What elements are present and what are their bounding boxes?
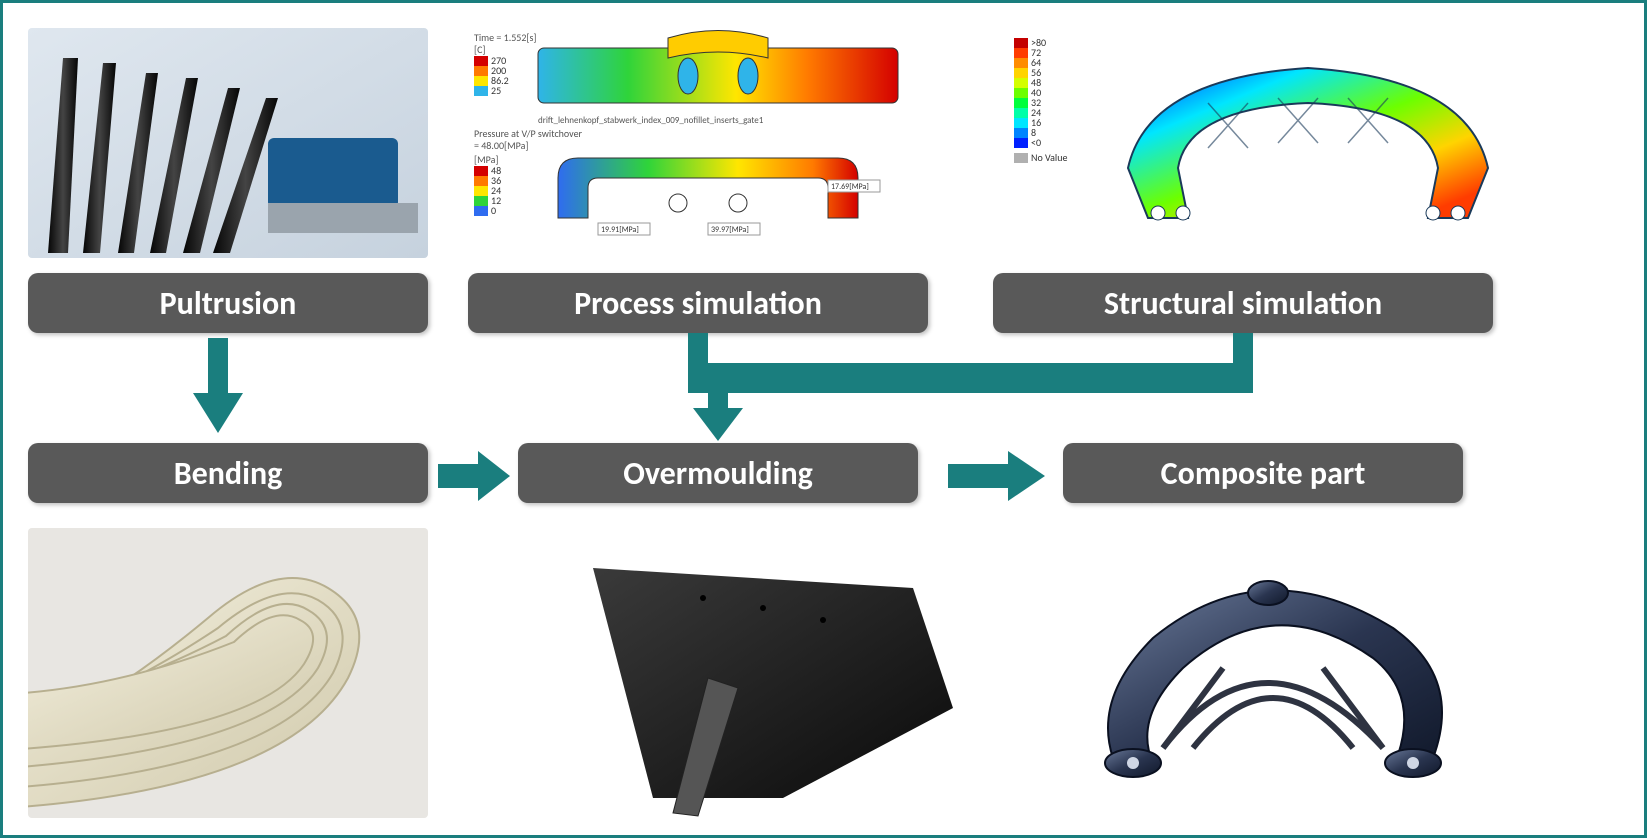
composite-label: Composite part (1063, 443, 1463, 503)
time-caption: Time = 1.552[s] (474, 32, 536, 43)
overmoulding-label: Overmoulding (518, 443, 918, 503)
composite-text: Composite part (1161, 454, 1366, 493)
pultrusion-image (28, 28, 428, 258)
pressure-sub: drift_lehnenkopf_stabwerk_index_009_nofi… (538, 116, 763, 126)
callout-2: 39.97[MPa] (711, 225, 749, 235)
pressure-caption: Pressure at V/P switchover (474, 128, 582, 139)
temp-legend: 27020086.225 (474, 56, 509, 96)
arrow-pultrusion-bending (193, 338, 243, 438)
bending-text: Bending (174, 454, 283, 493)
struct-sim-text: Structural simulation (1104, 284, 1382, 323)
overmoulding-image (533, 528, 963, 818)
pultrusion-text: Pultrusion (160, 284, 297, 323)
pressure-legend: 483624120 (474, 166, 501, 216)
struct-sim-image: >8072645648403224168<0No Value (1008, 28, 1508, 258)
arrow-sims-overmoulding (683, 333, 1263, 443)
composite-image (1063, 528, 1483, 818)
arrow-overmoulding-composite (948, 451, 1048, 501)
struct-legend: >8072645648403224168<0No Value (1014, 38, 1067, 164)
struct-sim-label: Structural simulation (993, 273, 1493, 333)
callout-3: 17.69[MPa] (831, 182, 869, 192)
process-sim-text: Process simulation (574, 284, 822, 323)
diagram-frame: 19.91[MPa] 39.97[MPa] 17.69[MPa] Time = … (0, 0, 1647, 838)
pultrusion-label: Pultrusion (28, 273, 428, 333)
callout-1: 19.91[MPa] (601, 225, 639, 235)
temp-unit: [C] (474, 44, 485, 55)
process-sim-image: 19.91[MPa] 39.97[MPa] 17.69[MPa] Time = … (468, 28, 968, 258)
process-sim-label: Process simulation (468, 273, 928, 333)
pressure-value-line: = 48.00[MPa] (474, 140, 528, 151)
overmoulding-text: Overmoulding (623, 454, 813, 493)
arrow-bending-overmoulding (438, 451, 513, 501)
bending-label: Bending (28, 443, 428, 503)
bending-image (28, 528, 428, 818)
